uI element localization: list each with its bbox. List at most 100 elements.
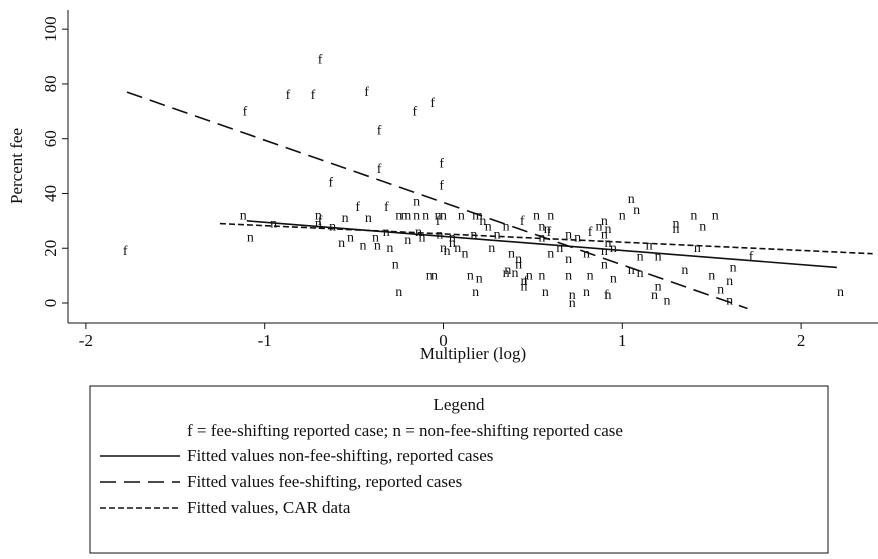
point: f (430, 96, 435, 111)
point: n (569, 296, 576, 311)
point: n (708, 269, 715, 284)
point: n (436, 228, 443, 243)
point: n (726, 293, 733, 308)
point: n (633, 203, 640, 218)
point: n (419, 230, 426, 245)
point: n (544, 222, 551, 237)
point: n (488, 241, 495, 256)
point: n (476, 271, 483, 286)
point: n (449, 236, 456, 251)
point: n (315, 208, 322, 223)
point: n (610, 271, 617, 286)
point: f (311, 88, 316, 103)
point: n (401, 208, 408, 223)
point: f (439, 156, 444, 171)
point: n (494, 228, 501, 243)
fit-line (126, 91, 748, 310)
y-tick-label: 0 (41, 299, 60, 308)
point: n (440, 241, 447, 256)
point: n (619, 208, 626, 223)
point: n (426, 269, 433, 284)
point: n (628, 192, 635, 207)
point: n (360, 239, 367, 254)
point: n (503, 219, 510, 234)
point: n (440, 208, 447, 223)
point: f (286, 88, 291, 103)
point: n (247, 230, 254, 245)
point: n (395, 208, 402, 223)
point: n (583, 285, 590, 300)
point: n (533, 208, 540, 223)
x-tick-label: -2 (79, 331, 93, 350)
point: f (318, 52, 323, 67)
point: n (386, 241, 393, 256)
point: n (461, 247, 468, 262)
point: n (542, 285, 549, 300)
point: n (538, 219, 545, 234)
point: n (520, 280, 527, 295)
point: f (547, 225, 552, 240)
point: n (694, 241, 701, 256)
point: n (547, 247, 554, 262)
point: f (749, 249, 754, 264)
point: n (504, 263, 511, 278)
legend-label: Fitted values non-fee-shifting, reported… (187, 446, 493, 465)
point: n (655, 280, 662, 295)
point: n (565, 228, 572, 243)
point: n (596, 219, 603, 234)
point: n (730, 260, 737, 275)
point: n (347, 230, 354, 245)
point: n (538, 269, 545, 284)
point: f (436, 214, 441, 229)
point: n (315, 217, 322, 232)
point: n (651, 288, 658, 303)
point: f (355, 200, 360, 215)
point: n (508, 247, 515, 262)
point: f (520, 214, 525, 229)
point: f (439, 178, 444, 193)
point: n (338, 236, 345, 251)
point: n (395, 285, 402, 300)
point: n (404, 233, 411, 248)
point: n (556, 241, 563, 256)
point: n (435, 208, 442, 223)
point: n (605, 236, 612, 251)
point: n (699, 219, 706, 234)
point: n (569, 288, 576, 303)
point: n (646, 239, 653, 254)
point: n (565, 269, 572, 284)
y-tick-label: 20 (41, 240, 60, 257)
point: n (526, 269, 533, 284)
point: n (404, 208, 411, 223)
point: n (601, 214, 608, 229)
legend-key: f = fee-shifting reported case; n = non-… (187, 421, 623, 440)
point: n (628, 263, 635, 278)
point: n (479, 214, 486, 229)
point: n (681, 263, 688, 278)
point: n (431, 269, 438, 284)
x-tick-label: 0 (439, 331, 448, 350)
legend-title: Legend (434, 395, 485, 414)
point: n (637, 266, 644, 281)
y-tick-label: 80 (41, 75, 60, 92)
x-tick-label: -1 (258, 331, 272, 350)
point: n (672, 217, 679, 232)
point: f (377, 123, 382, 138)
point: n (655, 249, 662, 264)
point: n (515, 258, 522, 273)
point: n (472, 208, 479, 223)
point: n (444, 244, 451, 259)
y-tick-label: 100 (41, 16, 60, 42)
point: n (587, 269, 594, 284)
point: n (458, 208, 465, 223)
y-tick-label: 60 (41, 130, 60, 147)
point: n (605, 222, 612, 237)
x-tick-label: 1 (618, 331, 627, 350)
point: n (342, 211, 349, 226)
point: n (392, 258, 399, 273)
point: n (664, 293, 671, 308)
point: n (240, 208, 247, 223)
point: f (123, 244, 128, 259)
point: n (476, 208, 483, 223)
